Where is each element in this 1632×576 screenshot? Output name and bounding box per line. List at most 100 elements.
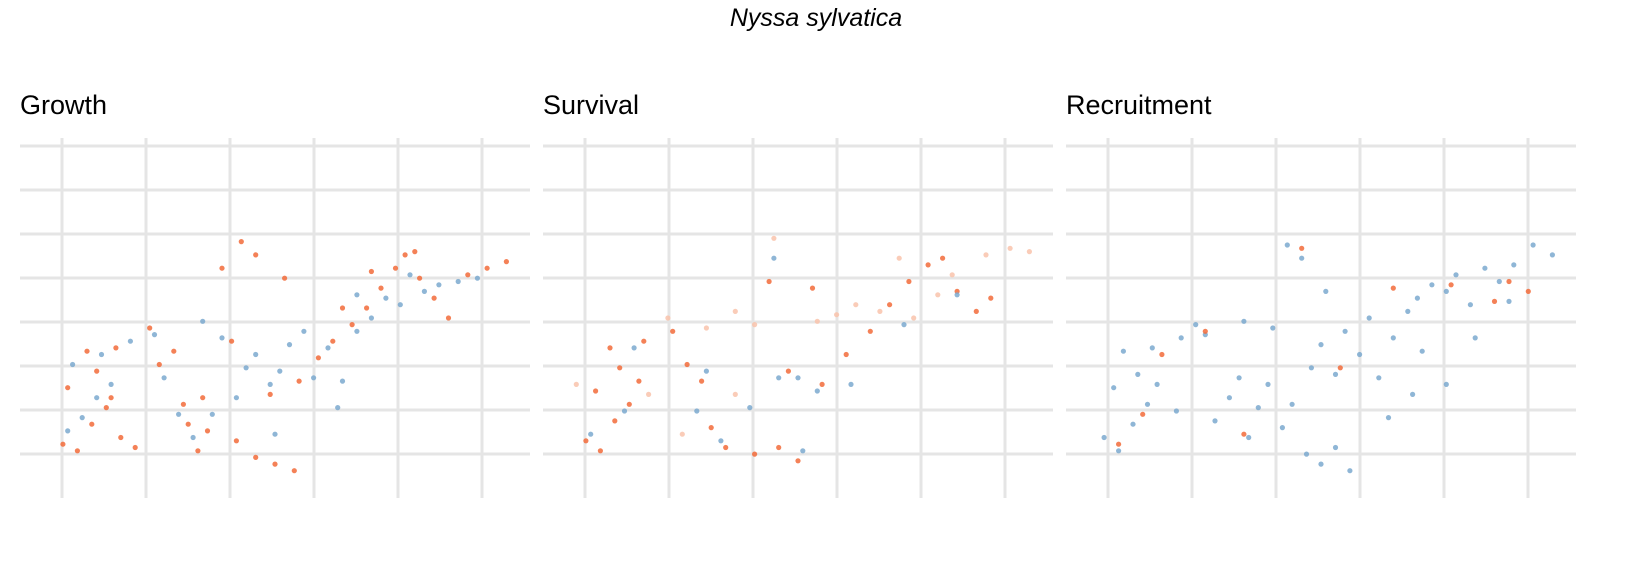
- scatter-point: [402, 252, 408, 258]
- scatter-point: [723, 444, 729, 451]
- scatter-point: [1511, 262, 1517, 268]
- scatter-point: [1443, 288, 1449, 294]
- scatter-point: [1414, 295, 1420, 301]
- scatter-point: [1154, 381, 1160, 387]
- panel-title-growth: Growth: [20, 90, 108, 120]
- scatter-point: [1308, 365, 1314, 371]
- scatter-point: [267, 381, 273, 387]
- scatter-point: [1299, 245, 1305, 251]
- scatter-point: [229, 338, 235, 344]
- scatter-point: [1101, 434, 1107, 441]
- panel-survival: Survival: [543, 88, 1053, 528]
- scatter-point: [1226, 395, 1232, 401]
- scatter-point: [1337, 365, 1343, 371]
- scatter-point: [1496, 278, 1502, 285]
- scatter-point: [776, 444, 782, 451]
- scatter-point: [1007, 245, 1013, 251]
- panel-recruitment: Recruitment: [1066, 88, 1576, 528]
- scatter-point: [814, 318, 820, 324]
- scatter-point: [436, 282, 442, 288]
- scatter-point: [185, 421, 191, 427]
- scatter-point: [407, 272, 413, 278]
- scatter-point: [641, 338, 647, 344]
- scatter-point: [368, 268, 374, 275]
- scatter-point: [79, 415, 85, 421]
- scatter-point: [325, 345, 331, 351]
- scatter-point: [1482, 265, 1488, 271]
- scatter-point: [684, 361, 690, 368]
- scatter-point: [238, 239, 244, 245]
- scatter-point: [800, 448, 806, 454]
- scatter-point: [1318, 461, 1324, 467]
- scatter-point: [60, 441, 66, 447]
- scatter-point: [1549, 252, 1555, 258]
- scatter-point: [465, 272, 471, 278]
- scatter-point: [219, 265, 225, 271]
- scatter-point: [1332, 371, 1339, 377]
- scatter-point: [253, 351, 259, 358]
- scatter-point: [1530, 242, 1536, 248]
- scatter-point: [431, 295, 437, 301]
- scatter-point: [243, 365, 249, 371]
- scatter-point: [1506, 298, 1512, 304]
- scatter-point: [286, 342, 293, 348]
- scatter-point: [631, 345, 637, 351]
- scatter-point: [1419, 348, 1425, 354]
- scatter-point: [588, 431, 594, 437]
- scatter-point: [1491, 298, 1498, 304]
- scatter-point: [315, 355, 321, 361]
- scatter-point: [646, 391, 652, 397]
- scatter-point: [954, 292, 960, 298]
- figure-title: Nyssa sylvatica: [729, 4, 903, 32]
- scatter-plot-survival: [543, 138, 1053, 498]
- scatter-point: [253, 252, 259, 258]
- scatter-point: [74, 448, 80, 454]
- scatter-point: [593, 388, 599, 394]
- panel-title-recruitment: Recruitment: [1066, 90, 1212, 120]
- scatter-point: [573, 381, 579, 387]
- scatter-point: [776, 375, 782, 381]
- scatter-point: [1116, 441, 1122, 447]
- scatter-point: [636, 378, 642, 384]
- scatter-point: [200, 318, 206, 324]
- scatter-point: [474, 275, 480, 281]
- scatter-point: [503, 259, 509, 265]
- scatter-point: [277, 368, 283, 374]
- scatter-point: [1376, 375, 1382, 381]
- scatter-point: [1241, 431, 1247, 437]
- scatter-point: [233, 395, 239, 401]
- scatter-plot-growth: [20, 138, 530, 498]
- scatter-point: [1111, 385, 1117, 391]
- scatter-point: [339, 378, 346, 384]
- scatter-point: [1284, 242, 1290, 248]
- scatter-point: [339, 305, 346, 311]
- scatter-point: [1173, 408, 1179, 414]
- scatter-point: [108, 395, 114, 401]
- scatter-point: [354, 292, 360, 298]
- scatter-point: [1289, 401, 1295, 407]
- scatter-point: [795, 375, 801, 381]
- scatter-point: [703, 368, 709, 374]
- scatter-point: [233, 438, 239, 444]
- scatter-point: [795, 458, 801, 464]
- scatter-point: [445, 315, 452, 321]
- scatter-point: [1241, 318, 1247, 324]
- scatter-point: [1159, 351, 1165, 358]
- scatter-point: [621, 408, 628, 414]
- scatter-point: [94, 395, 100, 401]
- scatter-point: [301, 328, 307, 334]
- scatter-point: [983, 252, 989, 258]
- panel-growth: Growth: [20, 88, 530, 528]
- scatter-point: [1178, 335, 1184, 341]
- scatter-point: [335, 405, 341, 411]
- scatter-point: [118, 434, 124, 441]
- scatter-point: [190, 434, 196, 441]
- scatter-point: [1303, 451, 1310, 457]
- scatter-point: [679, 431, 685, 437]
- scatter-point: [771, 235, 777, 241]
- scatter-point: [1212, 418, 1218, 424]
- scatter-point: [597, 448, 603, 454]
- scatter-point: [617, 365, 623, 371]
- scatter-point: [397, 302, 403, 308]
- scatter-point: [171, 348, 177, 354]
